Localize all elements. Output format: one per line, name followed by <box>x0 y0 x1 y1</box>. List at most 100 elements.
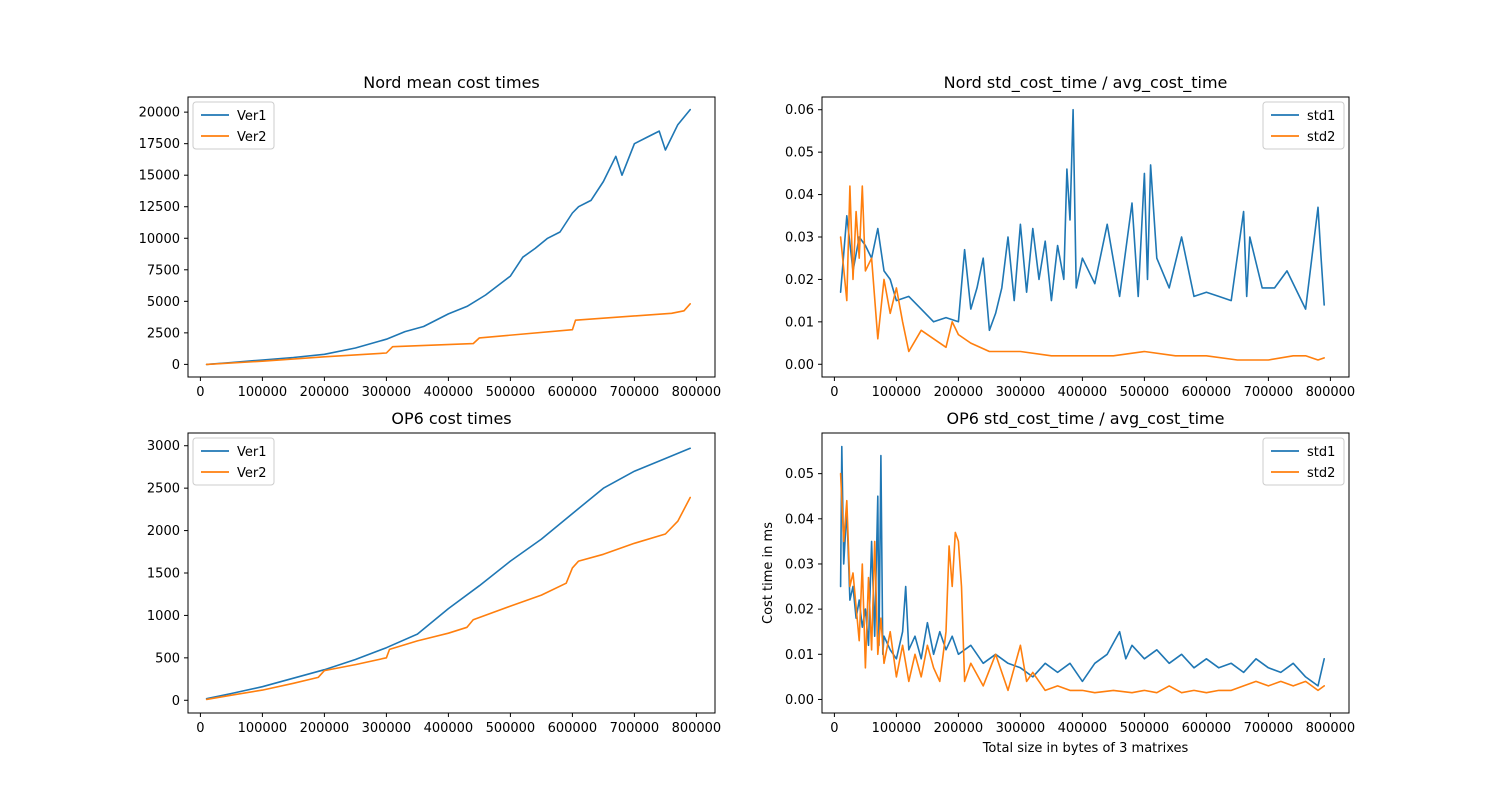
y-tick-label: 0 <box>172 694 180 709</box>
y-tick-label: 0.05 <box>785 146 814 161</box>
x-tick-label: 400000 <box>1058 385 1108 400</box>
x-tick-label: 500000 <box>486 721 536 736</box>
y-tick-label: 0.02 <box>785 273 814 288</box>
x-tick-label: 300000 <box>996 385 1046 400</box>
x-tick-label: 700000 <box>1244 385 1294 400</box>
series-line-std1 <box>839 108 1325 332</box>
x-tick-label: 600000 <box>1182 721 1232 736</box>
series-line-Ver1 <box>205 108 692 366</box>
y-tick-label: 5000 <box>147 295 180 310</box>
legend-label-std1: std1 <box>1307 445 1335 460</box>
y-tick-label: 1500 <box>147 567 180 582</box>
legend-frame <box>192 101 275 150</box>
x-tick-label: 300000 <box>362 385 412 400</box>
y-tick-label: 2500 <box>147 482 180 497</box>
x-tick-label: 200000 <box>300 385 350 400</box>
x-tick-label: 700000 <box>1244 721 1294 736</box>
axes-frame <box>187 96 716 378</box>
x-axis-label: Total size in bytes of 3 matrixes <box>982 741 1189 756</box>
legend-label-std2: std2 <box>1307 466 1335 481</box>
y-tick-label: 10000 <box>139 232 180 247</box>
x-tick-label: 100000 <box>872 721 922 736</box>
legend: std1 std2 <box>1262 437 1345 486</box>
series-line-Ver1 <box>205 447 692 700</box>
x-tick-label: 200000 <box>300 721 350 736</box>
y-tick-label: 3000 <box>147 439 180 454</box>
x-tick-label: 600000 <box>1182 385 1232 400</box>
y-tick-label: 0 <box>172 358 180 373</box>
x-tick-label: 300000 <box>362 721 412 736</box>
y-tick-label: 0.04 <box>785 512 814 527</box>
legend-label-std1: std1 <box>1307 109 1335 124</box>
plot-nord-std-ratio: Nord std_cost_time / avg_cost_time 0 1000… <box>785 73 1355 400</box>
chart-title: Nord mean cost times <box>363 73 540 92</box>
x-tick-label: 700000 <box>610 385 660 400</box>
x-tick-label: 500000 <box>1120 385 1170 400</box>
plot-op6-std-ratio: OP6 std_cost_time / avg_cost_time Total … <box>761 409 1355 756</box>
x-tick-label: 800000 <box>672 721 722 736</box>
x-tick-label: 400000 <box>424 721 474 736</box>
chart-title: OP6 cost times <box>391 409 511 428</box>
series-line-std1 <box>839 445 1325 687</box>
legend-label-Ver1: Ver1 <box>237 109 267 124</box>
legend: Ver1 Ver2 <box>192 437 275 486</box>
x-tick-label: 300000 <box>996 721 1046 736</box>
plot-nord-mean-cost-times: Nord mean cost times 0 100000 200000 300000… <box>139 73 722 400</box>
y-tick-label: 0.00 <box>785 358 814 373</box>
x-tick-label: 400000 <box>424 385 474 400</box>
x-tick-label: 100000 <box>238 385 288 400</box>
legend-frame <box>192 437 275 486</box>
y-tick-label: 7500 <box>147 263 180 278</box>
x-tick-label: 500000 <box>486 385 536 400</box>
y-tick-label: 0.01 <box>785 315 814 330</box>
chart-title: OP6 std_cost_time / avg_cost_time <box>947 409 1225 429</box>
x-tick-label: 800000 <box>672 385 722 400</box>
y-tick-label: 20000 <box>139 106 180 121</box>
series-line-std2 <box>839 185 1325 361</box>
y-tick-label: 0.04 <box>785 188 814 203</box>
plot-op6-cost-times: OP6 cost times 0 100000 200000 300000 400000… <box>147 409 721 736</box>
x-tick-label: 600000 <box>548 385 598 400</box>
y-tick-label: 17500 <box>139 137 180 152</box>
x-tick-label: 200000 <box>934 385 984 400</box>
y-tick-label: 0.03 <box>785 231 814 246</box>
legend-label-Ver2: Ver2 <box>237 466 267 481</box>
axes-frame <box>821 432 1350 714</box>
y-tick-label: 12500 <box>139 200 180 215</box>
x-tick-label: 800000 <box>1306 385 1356 400</box>
legend-frame <box>1262 437 1345 486</box>
series-line-Ver2 <box>205 496 692 701</box>
legend: Ver1 Ver2 <box>192 101 275 150</box>
x-tick-label: 800000 <box>1306 721 1356 736</box>
y-tick-label: 1000 <box>147 609 180 624</box>
x-tick-label: 600000 <box>548 721 598 736</box>
x-tick-label: 0 <box>196 385 204 400</box>
x-tick-label: 700000 <box>610 721 660 736</box>
y-tick-label: 2500 <box>147 326 180 341</box>
y-tick-label: 0.00 <box>785 693 814 708</box>
x-tick-label: 100000 <box>238 721 288 736</box>
y-tick-label: 500 <box>155 651 180 666</box>
legend-label-Ver2: Ver2 <box>237 130 267 145</box>
y-tick-label: 0.05 <box>785 467 814 482</box>
legend-frame <box>1262 101 1345 150</box>
x-tick-label: 0 <box>196 721 204 736</box>
legend: std1 std2 <box>1262 101 1345 150</box>
y-tick-label: 0.06 <box>785 103 814 118</box>
series-line-std2 <box>839 472 1325 694</box>
x-tick-label: 400000 <box>1058 721 1108 736</box>
y-tick-label: 0.01 <box>785 648 814 663</box>
y-tick-label: 0.03 <box>785 557 814 572</box>
x-tick-label: 0 <box>830 721 838 736</box>
x-tick-label: 0 <box>830 385 838 400</box>
y-tick-label: 0.02 <box>785 603 814 618</box>
chart-title: Nord std_cost_time / avg_cost_time <box>944 73 1228 93</box>
legend-label-Ver1: Ver1 <box>237 445 267 460</box>
x-tick-label: 500000 <box>1120 721 1170 736</box>
x-tick-label: 200000 <box>934 721 984 736</box>
y-tick-label: 15000 <box>139 169 180 184</box>
y-tick-label: 2000 <box>147 524 180 539</box>
x-tick-label: 100000 <box>872 385 922 400</box>
legend-label-std2: std2 <box>1307 130 1335 145</box>
